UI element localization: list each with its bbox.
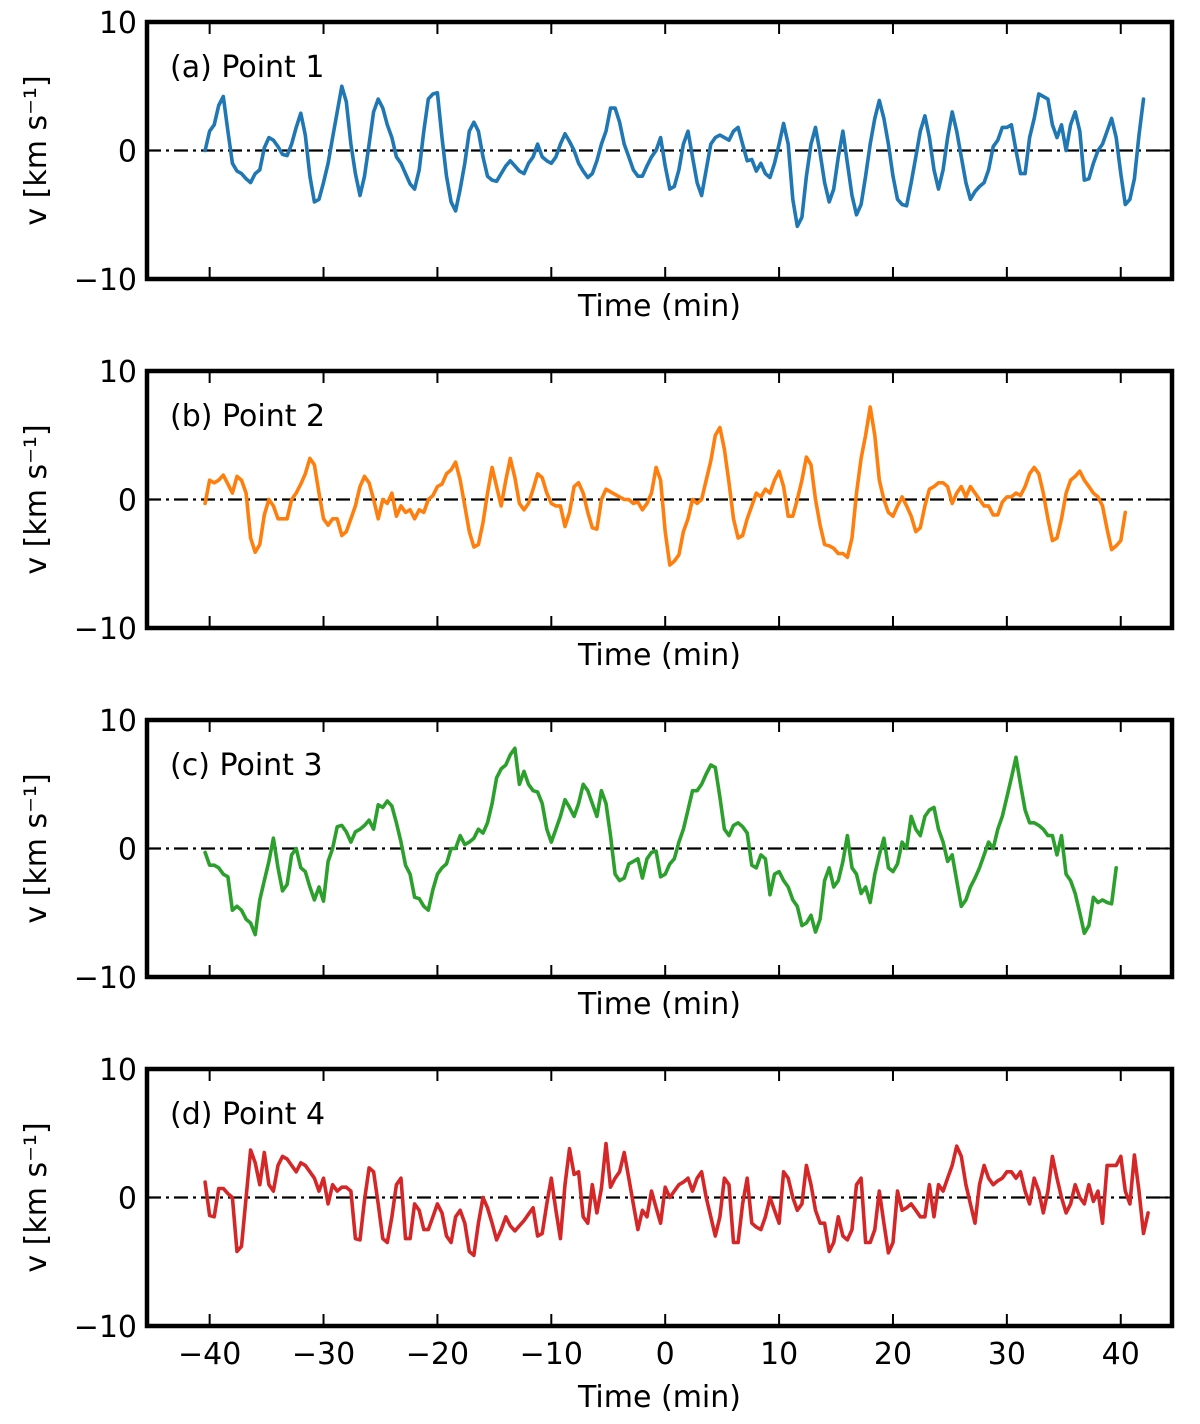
y-tick-label: 10 [99,704,137,739]
y-tick-label: 0 [118,135,137,170]
panel-label: (a) Point 1 [170,50,324,85]
panel-2: −10 0 10 (b) Point 2 Time (min) v [km s⁻¹] [19,355,1175,673]
y-axis-label: v [km s⁻¹] [19,1122,54,1272]
y-tick-label: 0 [118,833,137,868]
x-tick-label: 30 [988,1337,1026,1372]
panel-label: (b) Point 2 [170,399,325,434]
series-line [203,405,1128,567]
series-line [203,1141,1150,1258]
x-tick-label: 0 [656,1337,675,1372]
panel-1: −10 0 10 (a) Point 1 Time (min) v [km s⁻¹] [19,6,1175,324]
y-axis-label: v [km s⁻¹] [19,75,54,225]
y-tick-label: 10 [99,1053,137,1088]
x-tick-label: 20 [874,1337,912,1372]
y-tick-label: 10 [99,6,137,41]
x-tick-label: 10 [760,1337,798,1372]
series-line [203,746,1118,937]
y-axis-label: v [km s⁻¹] [19,424,54,574]
x-tick-label: −10 [520,1337,583,1372]
series-line [203,84,1146,229]
y-tick-label: −10 [74,961,137,996]
y-tick-label: −10 [74,1310,137,1345]
panel-3: −10 0 10 (c) Point 3 Time (min) v [km s⁻¹] [19,704,1175,1022]
x-tick-label: 40 [1102,1337,1140,1372]
x-axis-label: Time (min) [577,289,741,324]
y-axis-label: v [km s⁻¹] [19,773,54,923]
panel-label: (c) Point 3 [170,748,323,783]
x-axis-label: Time (min) [577,638,741,673]
x-axis-label: Time (min) [577,1380,741,1415]
y-tick-label: 10 [99,355,137,390]
x-tick-label: −40 [178,1337,241,1372]
panel-4: −40 −30 −20 −10 0 10 20 30 40 −10 0 10 (d) Point 4 Ti… [19,1053,1175,1415]
y-tick-label: 0 [118,1182,137,1217]
y-tick-label: −10 [74,612,137,647]
x-axis-label: Time (min) [577,987,741,1022]
y-tick-label: −10 [74,263,137,298]
x-tick-label: −20 [406,1337,469,1372]
panel-label: (d) Point 4 [170,1097,325,1132]
y-tick-label: 0 [118,484,137,519]
x-tick-label: −30 [292,1337,355,1372]
